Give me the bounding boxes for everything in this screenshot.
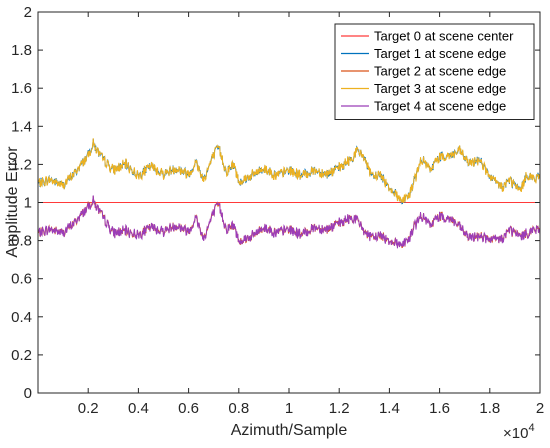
legend-entry-label: Target 1 at scene edge: [374, 46, 506, 61]
x-tick-label: 1.2: [329, 400, 350, 417]
y-tick-label: 1.2: [11, 156, 32, 173]
legend-entry-label: Target 0 at scene center: [374, 29, 514, 44]
y-tick-label: 0.8: [11, 233, 32, 250]
y-tick-label: 1.4: [11, 118, 32, 135]
y-tick-label: 2: [24, 4, 32, 21]
x-tick-label: 0.2: [78, 400, 99, 417]
x-tick-label: 0.8: [228, 400, 249, 417]
y-tick-label: 1.6: [11, 80, 32, 97]
axis-ticks: 0.2 0.4 0.6 0.8 1 1.2 1.4 1.6 1.8 2 0 0.2 0.4 0.6 0.8 1…: [11, 4, 544, 417]
x-tick-label: 2: [536, 400, 544, 417]
y-tick-label: 0.6: [11, 271, 32, 288]
x-axis-label: Azimuth/Sample: [231, 422, 348, 439]
x-tick-label: 1.4: [379, 400, 400, 417]
y-axis-label: Amplitude Error: [4, 146, 21, 258]
legend-entry-label: Target 2 at scene edge: [374, 64, 506, 79]
y-tick-label: 0.2: [11, 347, 32, 364]
x-axis-exponent-power: 4: [528, 422, 534, 434]
plot-lines: [37, 138, 541, 249]
x-axis-exponent-base: ×10: [503, 425, 528, 442]
y-tick-label: 0.4: [11, 309, 32, 326]
x-tick-label: 1.6: [429, 400, 450, 417]
y-tick-label: 1: [24, 195, 32, 212]
x-tick-label: 1: [285, 400, 293, 417]
x-tick-label: 0.4: [128, 400, 149, 417]
legend: Target 0 at scene center Target 1 at scen…: [334, 23, 535, 120]
legend-entry-label: Target 3 at scene edge: [374, 81, 506, 96]
y-tick-label: 0: [24, 385, 32, 402]
legend-box: [334, 23, 535, 120]
legend-entry-label: Target 4 at scene edge: [374, 99, 506, 114]
x-tick-label: 1.8: [479, 400, 500, 417]
series-line-target-3: [37, 138, 541, 204]
x-axis-exponent: ×104: [503, 422, 535, 442]
x-tick-label: 0.6: [178, 400, 199, 417]
series-line-target-4: [37, 195, 541, 249]
y-tick-label: 1.8: [11, 42, 32, 59]
